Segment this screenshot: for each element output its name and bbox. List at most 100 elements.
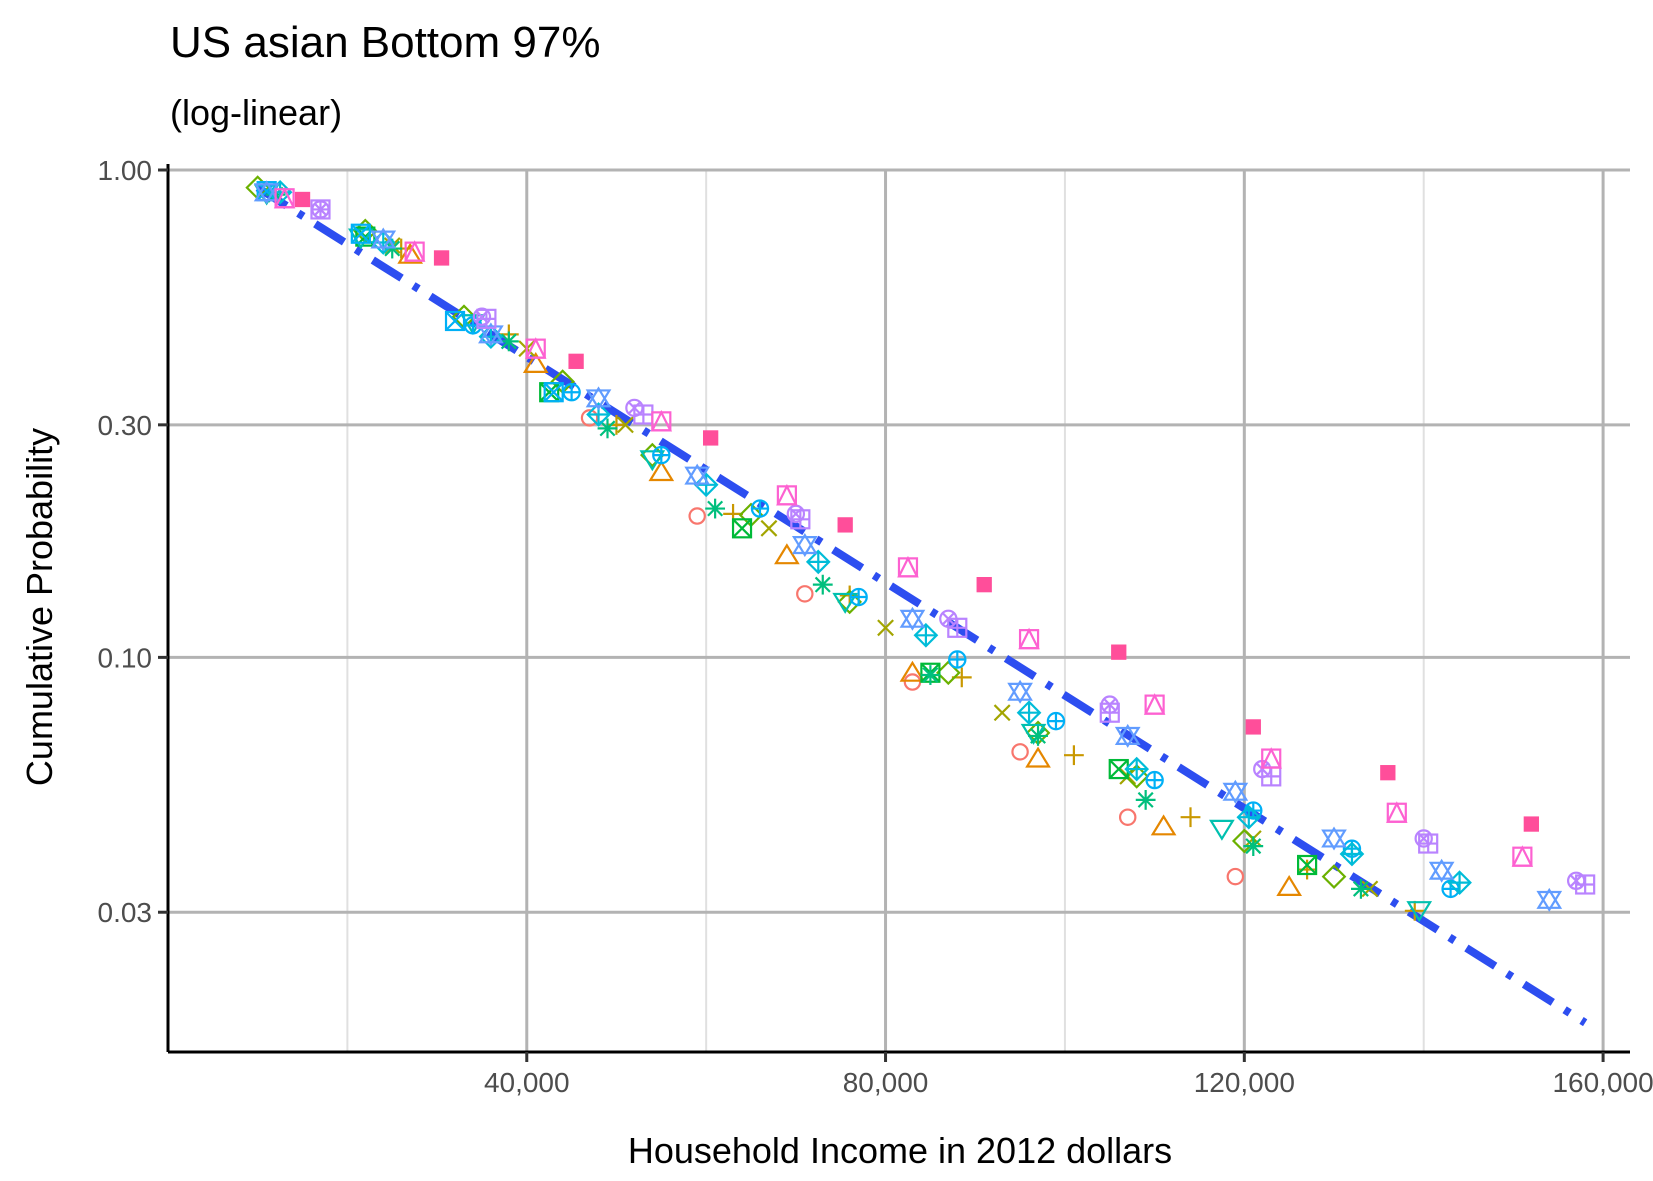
data-point: [1180, 807, 1201, 828]
data-point: [947, 617, 968, 638]
data-point: [920, 665, 941, 685]
data-point: [294, 191, 311, 208]
data-point: [1028, 726, 1048, 746]
data-point: [684, 463, 711, 488]
data-point: [948, 650, 967, 669]
data-point: [1018, 627, 1040, 650]
data-point: [705, 498, 726, 519]
data-point: [731, 518, 753, 539]
data-point: [1261, 766, 1282, 787]
data-point: [1418, 833, 1439, 854]
data-point: [522, 351, 549, 373]
data-point: [639, 450, 666, 472]
data-point: [350, 223, 371, 244]
data-point: [562, 383, 581, 402]
data-point: [790, 509, 811, 530]
data-point: [1016, 700, 1042, 726]
data-point: [1406, 901, 1433, 923]
data-point: [1118, 808, 1137, 826]
data-point: [650, 409, 673, 432]
data-point: [253, 180, 280, 205]
axes: 40,000 80,000 120,000 160,000 1.00 0.30 0.10 0.…: [98, 155, 1653, 1098]
data-point: [791, 533, 818, 558]
data-point: [1297, 854, 1318, 876]
data-point: [899, 660, 926, 682]
data-point: [543, 382, 564, 403]
data-point: [1150, 814, 1177, 836]
data-point: [1428, 858, 1455, 883]
data-point: [760, 519, 778, 537]
data-point: [702, 430, 719, 446]
data-point: [1231, 828, 1257, 854]
x-tick-label: 160,000: [1552, 1067, 1653, 1098]
x-tick-label: 120,000: [1194, 1067, 1295, 1098]
data-point: [976, 577, 992, 593]
data-point: [617, 416, 634, 434]
x-tick-label: 80,000: [843, 1067, 929, 1098]
data-point: [370, 227, 397, 252]
data-point: [568, 353, 584, 369]
data-point: [633, 404, 654, 425]
data-point: [1064, 745, 1084, 766]
data-point: [993, 704, 1011, 722]
chart-subtitle: (log-linear): [170, 92, 343, 133]
data-point: [652, 445, 671, 465]
data-point: [1135, 790, 1156, 810]
data-point: [1523, 816, 1539, 832]
data-points: [245, 175, 1596, 923]
y-tick-label: 0.30: [98, 410, 153, 441]
data-point: [899, 606, 926, 631]
data-point: [433, 250, 450, 266]
data-point: [1511, 845, 1534, 867]
data-point: [1011, 743, 1029, 761]
chart-title: US asian Bottom 97%: [170, 18, 601, 67]
data-point: [1226, 867, 1245, 886]
data-point: [1245, 719, 1261, 735]
data-point: [837, 517, 853, 533]
data-point: [1351, 878, 1371, 899]
data-point: [1007, 679, 1033, 704]
grid-lines: [168, 168, 1630, 1052]
data-point: [774, 543, 800, 565]
data-point: [688, 507, 706, 525]
y-axis-title: Cumulative Probability: [19, 428, 60, 786]
data-point: [1321, 864, 1347, 889]
data-point: [580, 409, 599, 427]
x-tick-label: 40,000: [484, 1067, 570, 1098]
data-point: [935, 660, 961, 686]
data-point: [1575, 874, 1596, 895]
data-point: [877, 619, 894, 637]
data-point: [913, 622, 939, 648]
data-point: [1260, 747, 1283, 769]
data-point: [310, 199, 331, 220]
data-point: [648, 460, 675, 482]
data-point: [1243, 836, 1264, 857]
data-point: [1297, 859, 1318, 880]
data-point: [1099, 702, 1120, 723]
data-point: [812, 574, 833, 595]
data-point: [750, 499, 770, 518]
data-point: [1114, 723, 1141, 748]
data-point: [1276, 874, 1303, 896]
y-tick-label: 0.03: [98, 897, 153, 928]
data-point: [524, 337, 547, 359]
data-point: [1143, 693, 1166, 715]
data-point: [476, 308, 497, 329]
data-point: [1380, 765, 1396, 781]
data-point: [498, 331, 519, 352]
data-point: [403, 240, 426, 262]
data-point: [1386, 801, 1408, 823]
data-point: [776, 483, 798, 506]
data-point: [273, 186, 296, 209]
data-point: [539, 382, 560, 403]
data-point: [1339, 841, 1365, 867]
data-point: [1222, 779, 1249, 804]
x-axis-title: Household Income in 2012 dollars: [628, 1130, 1172, 1171]
data-point: [832, 592, 859, 614]
y-tick-label: 1.00: [98, 155, 153, 186]
data-point: [444, 310, 466, 332]
data-point: [478, 322, 504, 347]
data-point: [1321, 826, 1347, 851]
data-point: [1025, 746, 1051, 768]
data-point: [897, 555, 919, 578]
